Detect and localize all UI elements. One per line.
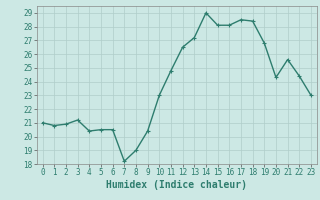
- X-axis label: Humidex (Indice chaleur): Humidex (Indice chaleur): [106, 180, 247, 190]
